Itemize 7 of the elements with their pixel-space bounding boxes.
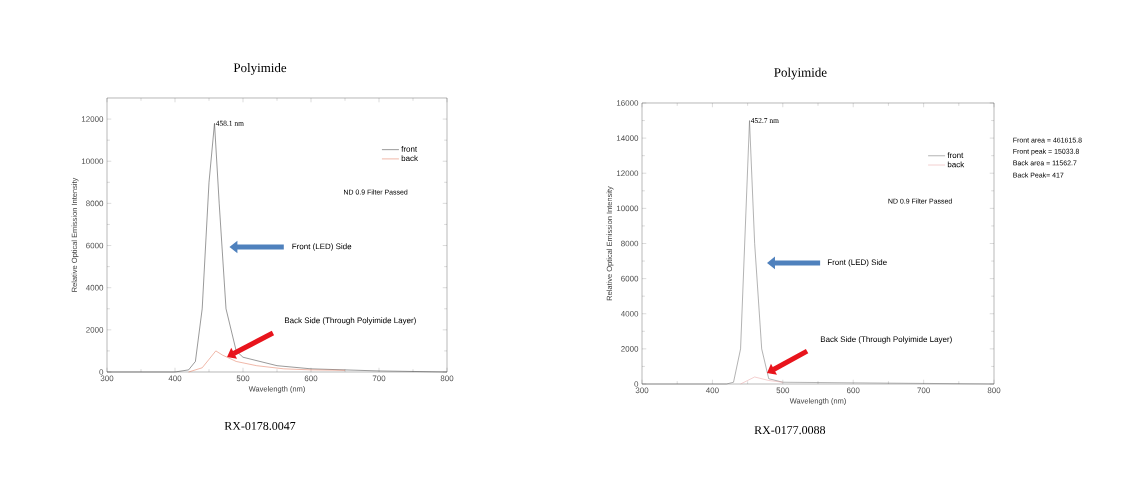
line-series — [188, 350, 346, 373]
chart-title: Polyimide — [233, 63, 287, 75]
line-series — [740, 376, 784, 385]
text: RX-0178.0047 — [224, 421, 296, 431]
line-series — [641, 120, 995, 385]
text: RX-0177.0088 — [754, 426, 826, 435]
chart-title: Polyimide — [774, 67, 827, 80]
